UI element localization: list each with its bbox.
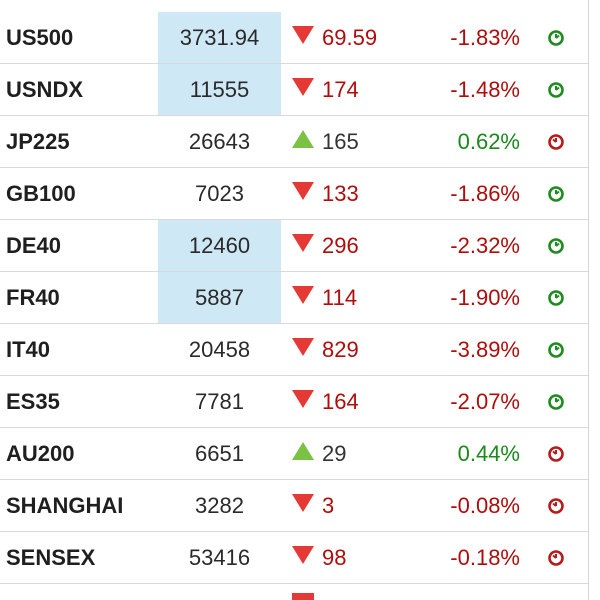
percent-change: -3.89% <box>450 337 520 362</box>
instrument-price: 7781 <box>195 389 244 414</box>
price-change: 174 <box>322 77 359 102</box>
table-row[interactable]: IT40 20458 829 -3.89% <box>0 324 588 376</box>
table-row[interactable]: JP225 26643 165 0.62% <box>0 116 588 168</box>
down-arrow-icon <box>290 168 316 219</box>
price-change: 69.59 <box>322 25 378 50</box>
table-row[interactable]: GB100 7023 133 -1.86% <box>0 168 588 220</box>
up-arrow-icon <box>290 116 316 167</box>
instrument-price: 26643 <box>188 129 251 154</box>
down-arrow-icon <box>290 480 316 531</box>
clock-open-icon <box>546 168 566 219</box>
instrument-name[interactable]: ES35 <box>6 389 60 414</box>
price-change: 98 <box>322 545 347 570</box>
percent-change: -1.48% <box>450 77 520 102</box>
clock-open-icon <box>546 376 566 427</box>
instrument-name[interactable]: US500 <box>6 25 74 50</box>
clock-open-icon <box>546 12 566 63</box>
price-change: 165 <box>322 129 359 154</box>
down-arrow-icon <box>290 272 316 323</box>
up-arrow-icon <box>290 428 316 479</box>
clock-open-icon <box>546 220 566 271</box>
percent-change: 0.62% <box>457 129 520 154</box>
percent-change: -2.32% <box>450 233 520 258</box>
instrument-price: 11555 <box>158 64 281 115</box>
table-row[interactable]: SHANGHAI 3282 3 -0.08% <box>0 480 588 532</box>
clock-open-icon <box>546 324 566 375</box>
table-row[interactable]: FR40 5887 114 -1.90% <box>0 272 588 324</box>
percent-change: -1.90% <box>450 285 520 310</box>
price-change: 164 <box>322 389 359 414</box>
instrument-name[interactable]: USNDX <box>6 77 84 102</box>
instrument-price: 7023 <box>195 181 244 206</box>
instrument-price: 6651 <box>195 441 244 466</box>
clock-closed-icon <box>546 116 566 167</box>
table-row[interactable]: ES35 7781 164 -2.07% <box>0 376 588 428</box>
down-arrow-icon <box>290 220 316 271</box>
table-row[interactable]: US500 3731.94 69.59 -1.83% <box>0 12 588 64</box>
down-arrow-icon <box>290 376 316 427</box>
instrument-name[interactable]: GB100 <box>6 181 76 206</box>
instrument-price: 3282 <box>195 493 244 518</box>
instrument-name[interactable]: FR40 <box>6 285 60 310</box>
instrument-price: 20458 <box>188 337 251 362</box>
table-row[interactable]: USNDX 11555 174 -1.48% <box>0 64 588 116</box>
down-arrow-icon <box>290 324 316 375</box>
instrument-name[interactable]: IT40 <box>6 337 51 362</box>
percent-change: -1.83% <box>450 25 520 50</box>
clock-open-icon <box>546 272 566 323</box>
down-arrow-icon <box>290 64 316 115</box>
instrument-name[interactable]: SHANGHAI <box>6 493 124 518</box>
clock-closed-icon <box>546 428 566 479</box>
instrument-price: 12460 <box>158 220 281 271</box>
instrument-name[interactable]: SENSEX <box>6 545 96 570</box>
instrument-name[interactable]: JP225 <box>6 129 70 154</box>
price-change: 29 <box>322 441 347 466</box>
percent-change: 0.44% <box>457 441 520 466</box>
table-row[interactable]: DE40 12460 296 -2.32% <box>0 220 588 272</box>
clock-open-icon <box>546 64 566 115</box>
percent-change: -0.08% <box>450 493 520 518</box>
instrument-price: 5887 <box>158 272 281 323</box>
down-arrow-icon <box>290 12 316 63</box>
price-change: 3 <box>322 493 335 518</box>
percent-change: -0.18% <box>450 545 520 570</box>
down-arrow-icon <box>290 532 316 583</box>
instrument-name[interactable]: AU200 <box>6 441 75 466</box>
percent-change: -2.07% <box>450 389 520 414</box>
percent-change: -1.86% <box>450 181 520 206</box>
price-change: 829 <box>322 337 359 362</box>
instrument-name[interactable]: DE40 <box>6 233 62 258</box>
price-change: 296 <box>322 233 359 258</box>
clock-closed-icon <box>546 532 566 583</box>
clock-closed-icon <box>546 480 566 531</box>
partial-down-arrow-icon <box>292 593 314 600</box>
table-row[interactable]: AU200 6651 29 0.44% <box>0 428 588 480</box>
price-change: 114 <box>322 285 358 310</box>
price-change: 133 <box>322 181 359 206</box>
instrument-price: 53416 <box>188 545 251 570</box>
table-row[interactable]: SENSEX 53416 98 -0.18% <box>0 532 588 584</box>
instrument-price: 3731.94 <box>158 12 281 63</box>
